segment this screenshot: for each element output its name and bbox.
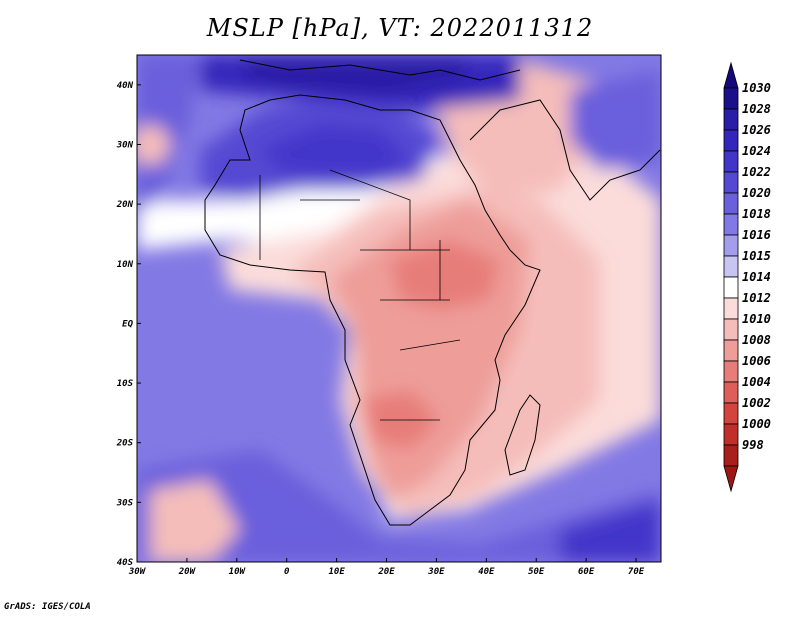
colorbar-swatch [723,192,739,215]
colorbar-swatch [723,381,739,404]
lat-label: 20N [116,200,134,210]
colorbar-swatch [723,234,739,257]
lon-label: 50E [528,567,545,577]
colorbar-swatch [723,108,739,131]
colorbar-label: 1030 [742,81,771,95]
colorbar-top-arrow [723,61,739,89]
colorbar-label: 1024 [742,144,771,158]
colorbar-label: 1022 [742,165,771,179]
colorbar-swatch [723,276,739,299]
colorbar-label: 1002 [742,396,771,410]
colorbar-label: 1004 [742,375,771,389]
colorbar-swatch [723,150,739,173]
colorbar-swatch [723,339,739,362]
colorbar-label: 1018 [742,207,771,221]
lon-label: 20E [377,567,395,577]
colorbar-swatch [723,423,739,446]
lat-label: 40N [117,81,134,91]
colorbar-swatch [723,360,739,383]
lon-label: 30W [128,567,147,577]
colorbar-label: 1014 [742,270,771,284]
madagascar-coastline [504,394,541,476]
arabia-coastline [469,99,661,201]
lon-label: 30E [427,567,445,577]
colorbar-label: 1020 [742,186,771,200]
lat-label: EQ [122,319,133,329]
lat-label: 30N [116,140,134,150]
colorbar: 1030 1028 1026 1024 1022 1020 1018 1016 1015 1014… [723,61,771,493]
colorbar-swatch [723,318,739,341]
colorbar-swatch [723,87,739,110]
colorbar-label: 1026 [742,123,771,137]
grads-credit: GrADS: IGES/COLA [4,602,91,612]
lat-label: 40S [117,558,134,568]
colorbar-label: 1000 [742,417,771,431]
coastlines [204,59,661,526]
colorbar-swatch [723,402,739,425]
lon-label: 60E [578,567,595,577]
lon-label: 40E [478,567,495,577]
lon-label: 20W [178,567,197,577]
country-borders [259,169,461,421]
axis-labels: 30W 20W 10W 0 10E 20E 30E 40E 50E 60E 70E 40N 30N 20N… [116,81,645,577]
colorbar-label: 1028 [742,102,771,116]
colorbar-swatch [723,129,739,152]
lat-label: 10S [117,379,134,389]
map-title: MSLP [hPa], VT: 2022011312 [206,14,594,42]
lat-label: 30S [116,498,134,508]
colorbar-swatch [723,255,739,278]
colorbar-label: 1016 [742,228,771,242]
colorbar-swatch [723,297,739,320]
colorbar-label: 1010 [742,312,771,326]
lon-label: 0 [284,567,290,577]
colorbar-swatch [723,444,739,467]
colorbar-swatch [723,213,739,236]
colorbar-label: 998 [742,438,764,452]
colorbar-swatch [723,171,739,194]
colorbar-label: 1008 [742,333,771,347]
colorbar-bottom-arrow [723,465,739,493]
lat-label: 10N [117,260,134,270]
plot-frame [136,54,662,563]
colorbar-label: 1012 [742,291,771,305]
colorbar-label: 1006 [742,354,771,368]
lon-label: 10E [328,567,345,577]
lat-label: 20S [116,439,134,449]
mediterranean-coastline [239,59,521,81]
pressure-field [137,55,661,562]
lon-label: 70E [628,567,645,577]
lon-label: 10W [229,567,247,577]
africa-coastline [204,94,541,526]
colorbar-label: 1015 [742,249,771,263]
